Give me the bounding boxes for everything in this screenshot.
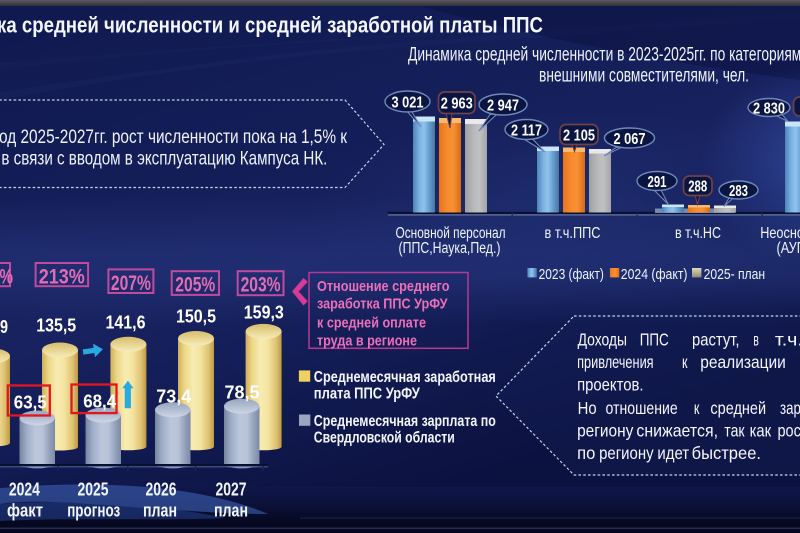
svg-text:141,6: 141,6 bbox=[106, 312, 146, 332]
svg-text:2 830: 2 830 bbox=[753, 100, 785, 117]
svg-text:213%: 213% bbox=[39, 266, 85, 289]
svg-text:ка средней численности и средн: ка средней численности и средней заработ… bbox=[0, 12, 543, 37]
svg-text:идет: идет bbox=[657, 443, 689, 463]
svg-text:63,5: 63,5 bbox=[14, 393, 47, 413]
svg-text:к: к bbox=[694, 398, 700, 418]
svg-text:план: план bbox=[214, 500, 248, 521]
svg-text:%: % bbox=[0, 266, 13, 289]
svg-text:факт: факт bbox=[7, 500, 43, 521]
svg-text:203%: 203% bbox=[241, 274, 281, 297]
svg-text:Неосновной персонал: Неосновной персонал bbox=[760, 225, 800, 242]
svg-text:план: план bbox=[143, 500, 177, 521]
svg-text:2025- план: 2025- план bbox=[704, 266, 766, 283]
svg-text:в связи с вводом в эксплуатаци: в связи с вводом в эксплуатацию Кампуса … bbox=[1, 148, 327, 170]
svg-text:труда в регионе: труда в регионе bbox=[317, 333, 417, 350]
svg-text:Основной персонал: Основной персонал bbox=[396, 225, 506, 242]
svg-text:региону: региону bbox=[599, 443, 654, 463]
svg-text:реализации: реализации bbox=[700, 352, 786, 372]
svg-text:рост: рост bbox=[778, 421, 800, 441]
svg-text:плата ППС УрФУ: плата ППС УрФУ bbox=[314, 386, 421, 403]
svg-text:2024: 2024 bbox=[9, 479, 41, 500]
svg-text:150,5: 150,5 bbox=[176, 306, 216, 326]
svg-text:к: к bbox=[682, 352, 688, 372]
svg-text:68,4: 68,4 bbox=[83, 392, 116, 412]
svg-text:Среднемесячная заработная: Среднемесячная заработная bbox=[314, 369, 496, 386]
svg-text:отношение: отношение bbox=[606, 398, 678, 418]
svg-text:291: 291 bbox=[648, 174, 667, 191]
svg-text:9: 9 bbox=[0, 317, 8, 337]
svg-text:2024 (факт): 2024 (факт) bbox=[621, 266, 688, 283]
svg-text:внешними совместителями, чел.: внешними совместителями, чел. bbox=[539, 65, 749, 87]
svg-text:проектов.: проектов. bbox=[577, 375, 643, 395]
svg-text:в т.ч.НС: в т.ч.НС bbox=[675, 225, 721, 242]
svg-text:3 021: 3 021 bbox=[392, 94, 424, 111]
svg-text:в т.ч.ППС: в т.ч.ППС bbox=[545, 225, 601, 242]
svg-text:в: в bbox=[753, 330, 759, 350]
svg-text:Свердловской области: Свердловской области bbox=[314, 430, 455, 447]
svg-text:135,5: 135,5 bbox=[36, 316, 76, 336]
svg-text:региону: региону bbox=[577, 421, 634, 441]
svg-text:2 947: 2 947 bbox=[487, 97, 519, 114]
svg-text:Отношение среднего: Отношение среднего bbox=[317, 278, 450, 295]
svg-text:207%: 207% bbox=[111, 272, 151, 295]
svg-text:2023 (факт): 2023 (факт) bbox=[539, 266, 604, 283]
svg-text:Но: Но bbox=[578, 398, 597, 418]
svg-text:283: 283 bbox=[729, 183, 748, 200]
svg-text:прогноз: прогноз bbox=[67, 500, 120, 521]
svg-text:Доходы: Доходы bbox=[578, 330, 627, 350]
svg-text:заработка ППС УрФУ: заработка ППС УрФУ bbox=[317, 296, 448, 313]
svg-text:т.ч.: т.ч. bbox=[775, 330, 800, 350]
svg-text:к средней оплате: к средней оплате bbox=[317, 315, 426, 332]
svg-text:так: так bbox=[724, 421, 745, 441]
svg-text:Динамика средней численности в: Динамика средней численности в 2023-2025… bbox=[408, 44, 800, 66]
svg-text:(ППС,Наука,Пед.): (ППС,Наука,Пед.) bbox=[399, 240, 501, 257]
svg-text:средней: средней bbox=[710, 398, 766, 418]
svg-text:78,5: 78,5 bbox=[225, 383, 260, 403]
svg-text:288: 288 bbox=[688, 179, 707, 196]
svg-text:снижается,: снижается, bbox=[636, 421, 718, 441]
svg-text:привлечения: привлечения bbox=[577, 352, 654, 372]
svg-text:2 963: 2 963 bbox=[441, 96, 473, 113]
svg-text:205%: 205% bbox=[175, 274, 215, 297]
svg-text:2026: 2026 bbox=[146, 479, 177, 500]
svg-text:159,3: 159,3 bbox=[244, 302, 284, 322]
svg-text:по: по bbox=[577, 443, 595, 463]
svg-text:зарп: зарп bbox=[780, 398, 800, 418]
svg-text:Среднемесячная зарплата по: Среднемесячная зарплата по bbox=[314, 413, 496, 430]
svg-text:73,4: 73,4 bbox=[156, 386, 191, 406]
svg-text:2027: 2027 bbox=[216, 479, 247, 500]
svg-text:2025: 2025 bbox=[78, 479, 109, 500]
svg-text:од 2025-2027гг. рост численнос: од 2025-2027гг. рост численности пока на… bbox=[0, 126, 347, 148]
svg-text:(АУП,УВП,ПОП): (АУП,УВП,ПОП) bbox=[777, 240, 800, 257]
svg-text:2 105: 2 105 bbox=[563, 127, 595, 144]
svg-text:2 067: 2 067 bbox=[614, 131, 646, 148]
svg-text:быстрее.: быстрее. bbox=[692, 443, 761, 463]
svg-text:2 117: 2 117 bbox=[511, 122, 542, 139]
svg-text:ППС: ППС bbox=[640, 330, 669, 350]
svg-text:как: как bbox=[750, 421, 772, 441]
svg-text:растут,: растут, bbox=[692, 330, 740, 350]
